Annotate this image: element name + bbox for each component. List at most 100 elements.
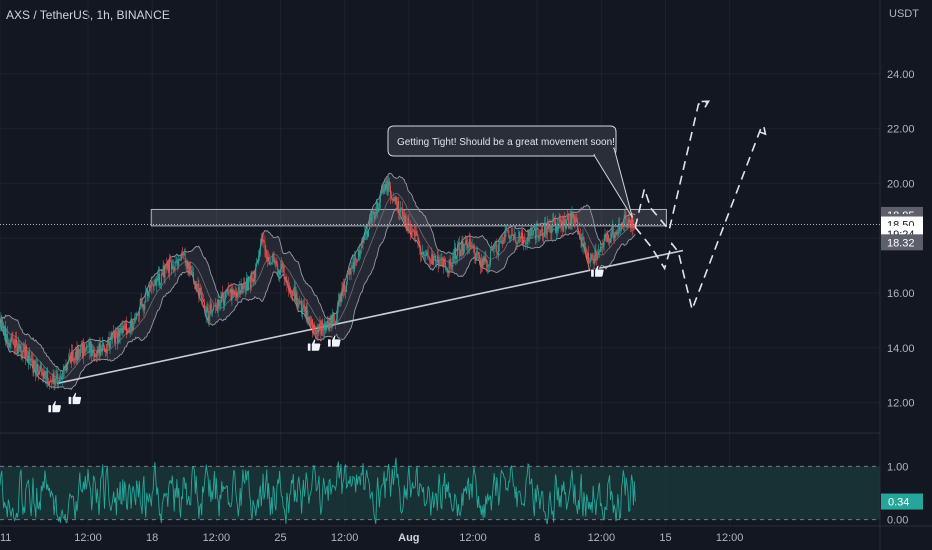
candle-body [276, 263, 278, 266]
candle-body [248, 277, 250, 278]
candle-body [487, 265, 489, 267]
candle-body [348, 268, 350, 275]
candle-body [516, 243, 518, 244]
candle-body [631, 216, 633, 228]
candle-body [223, 294, 225, 306]
thumb-hand [71, 391, 82, 405]
candle-body [557, 226, 559, 231]
candle-body [312, 319, 314, 334]
candle-body [522, 232, 523, 245]
candle-body [394, 196, 396, 201]
candle-body [606, 235, 608, 242]
candle-body [117, 327, 119, 343]
time-tick-label: 12:00 [588, 532, 616, 544]
candle-body [407, 218, 409, 229]
rsi-value-tag: 0.34 [881, 493, 923, 510]
candle-body [597, 254, 599, 260]
candle-body [354, 257, 356, 270]
candle-body [379, 192, 381, 203]
candle-body [155, 279, 157, 286]
candle-body [99, 343, 101, 356]
candle-body [366, 231, 368, 234]
candle-body [423, 252, 424, 256]
thumb-hand [310, 338, 322, 352]
candle-body [431, 254, 433, 264]
candle-body [384, 183, 386, 192]
candle-body [396, 204, 398, 210]
callout-text: Getting Tight! Should be a great movemen… [397, 137, 615, 148]
candle-body [340, 294, 342, 302]
candle-body [25, 346, 27, 359]
candle-body [458, 242, 460, 255]
candle-body [75, 348, 77, 359]
candle-body [228, 291, 230, 293]
price-axis[interactable]: USDT12.0014.0016.0018.0020.0022.0024.001… [881, 8, 923, 527]
candle-body [563, 219, 565, 232]
candle-body [192, 272, 194, 282]
candle-body [9, 343, 11, 348]
thumbs-up-icon [306, 338, 322, 352]
candle-body [121, 328, 123, 334]
callout-pointer [593, 147, 633, 218]
callout-annotation[interactable]: Getting Tight! Should be a great movemen… [387, 125, 633, 218]
candle-body [453, 256, 455, 259]
candle-body [389, 181, 391, 186]
candle-body [618, 224, 620, 235]
candle-body [294, 286, 296, 300]
candle-body [115, 331, 117, 333]
candle-body [370, 217, 372, 223]
candle-body [578, 233, 580, 236]
candle-body [517, 241, 519, 244]
candle-body [204, 309, 206, 317]
candle-body [281, 263, 283, 268]
candle-body [302, 307, 303, 314]
candle-body [594, 250, 596, 264]
candle-body [214, 305, 216, 307]
candle-body [544, 224, 546, 231]
candle-body [576, 218, 578, 223]
candle-body [226, 289, 228, 292]
candle-body [356, 260, 358, 262]
time-axis[interactable]: 11 12:00 18 12:00 25 12:00 Aug 12:00 8 12:00 15 12:… [0, 525, 932, 544]
time-tick-label: Aug [398, 532, 419, 544]
candle-body [71, 351, 72, 363]
candle-body [222, 293, 224, 295]
candle-body [225, 291, 227, 293]
candle-body [442, 258, 444, 267]
candle-body [466, 240, 468, 245]
candle-body [572, 213, 574, 216]
time-tick-label: 8 [534, 532, 540, 544]
candle-body [250, 272, 252, 288]
thumbs-up-icon [47, 400, 62, 414]
candle-body [32, 360, 34, 373]
candle-body [571, 213, 573, 224]
candle-body [134, 319, 136, 323]
candle-body [464, 244, 466, 250]
candle-body [573, 215, 575, 221]
candle-body [615, 232, 617, 233]
candle-body [476, 251, 478, 261]
candle-body [608, 234, 610, 240]
candle-body [361, 238, 363, 248]
candle-body [339, 294, 341, 301]
candle-body [132, 326, 134, 331]
candle-body [470, 245, 472, 247]
candle-body [145, 292, 147, 303]
time-tick-label: 11 [0, 532, 11, 544]
candle-body [526, 243, 528, 245]
candle-body [82, 344, 83, 357]
candle-body [451, 265, 453, 268]
candle-body [616, 232, 618, 235]
ascending-trendline[interactable] [56, 249, 684, 385]
candle-body [515, 240, 517, 244]
candle-body [555, 222, 556, 233]
callout-pointer-mask [595, 148, 613, 155]
candle-body [360, 247, 362, 254]
candle-body [198, 284, 200, 299]
candle-body [472, 245, 474, 248]
candle-body [541, 228, 543, 231]
candle-body [601, 246, 603, 248]
candle-body [331, 315, 333, 324]
candle-body [447, 270, 449, 274]
